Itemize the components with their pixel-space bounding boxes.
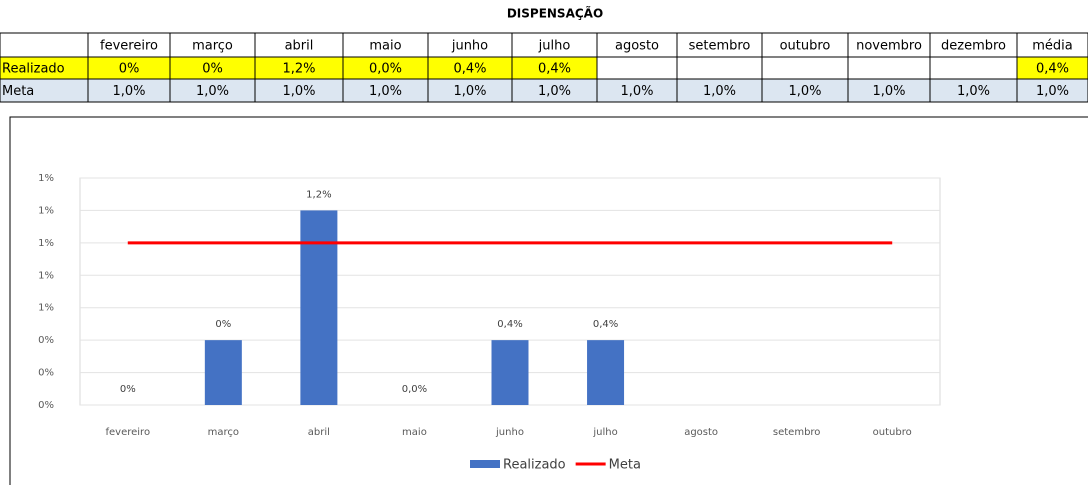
bar bbox=[491, 340, 529, 405]
x-tick-label: agosto bbox=[684, 427, 718, 438]
column-header: junho bbox=[451, 39, 488, 54]
data-label: 0,4% bbox=[593, 319, 618, 330]
bar bbox=[587, 340, 625, 405]
legend-label: Meta bbox=[609, 458, 641, 473]
data-label: 0% bbox=[120, 384, 136, 395]
column-header: julho bbox=[538, 39, 571, 54]
table-title: DISPENSAÇÃO bbox=[507, 6, 603, 21]
x-tick-label: junho bbox=[495, 427, 524, 438]
cell-value: 0% bbox=[119, 62, 140, 77]
column-header: maio bbox=[369, 39, 401, 54]
bar bbox=[300, 210, 338, 405]
x-tick-label: março bbox=[208, 427, 239, 438]
cell-value: 1,0% bbox=[196, 84, 229, 99]
cell bbox=[596, 56, 678, 80]
cell-value: 1,0% bbox=[872, 84, 905, 99]
x-tick-label: setembro bbox=[773, 427, 821, 438]
y-tick-label: 0% bbox=[38, 400, 54, 411]
data-label: 0% bbox=[215, 319, 231, 330]
header-cell bbox=[0, 32, 89, 58]
legend-label: Realizado bbox=[503, 458, 566, 473]
x-tick-label: fevereiro bbox=[105, 427, 150, 438]
cell bbox=[847, 56, 931, 80]
header-cell bbox=[676, 32, 763, 58]
row-label: Meta bbox=[2, 84, 34, 99]
column-header: fevereiro bbox=[100, 39, 158, 54]
cell-value: 0,0% bbox=[369, 62, 402, 77]
x-tick-label: abril bbox=[308, 427, 330, 438]
column-header: média bbox=[1032, 39, 1073, 54]
column-header: abril bbox=[285, 39, 314, 54]
cell-value: 1,0% bbox=[282, 84, 315, 99]
y-tick-label: 0% bbox=[38, 335, 54, 346]
data-label: 0,4% bbox=[497, 319, 522, 330]
cell bbox=[676, 56, 763, 80]
column-header: setembro bbox=[689, 39, 751, 54]
y-tick-label: 1% bbox=[38, 238, 54, 249]
cell-value: 1,0% bbox=[112, 84, 145, 99]
y-tick-label: 1% bbox=[38, 173, 54, 184]
cell-value: 1,2% bbox=[282, 62, 315, 77]
header-cell bbox=[847, 32, 931, 58]
cell-value: 1,0% bbox=[1036, 84, 1069, 99]
column-header: novembro bbox=[856, 39, 922, 54]
column-header: agosto bbox=[615, 39, 659, 54]
column-header: outubro bbox=[780, 39, 831, 54]
bar bbox=[204, 340, 242, 405]
cell-value: 1,0% bbox=[620, 84, 653, 99]
cell bbox=[761, 56, 849, 80]
x-tick-label: julho bbox=[592, 427, 617, 438]
header-cell bbox=[87, 32, 171, 58]
cell-value: 1,0% bbox=[957, 84, 990, 99]
legend-swatch bbox=[470, 460, 500, 468]
column-header: março bbox=[192, 39, 233, 54]
column-header: dezembro bbox=[941, 39, 1006, 54]
cell-value: 1,0% bbox=[538, 84, 571, 99]
cell-value: 0,4% bbox=[538, 62, 571, 77]
header-cell bbox=[511, 32, 598, 58]
header-cell bbox=[1016, 32, 1088, 58]
y-tick-label: 0% bbox=[38, 368, 54, 379]
cell-value: 0% bbox=[202, 62, 223, 77]
data-label: 0,0% bbox=[402, 384, 427, 395]
chart-frame bbox=[9, 116, 1088, 488]
y-tick-label: 1% bbox=[38, 270, 54, 281]
cell bbox=[1016, 78, 1088, 103]
x-tick-label: maio bbox=[402, 427, 427, 438]
cell-value: 1,0% bbox=[703, 84, 736, 99]
cell-value: 1,0% bbox=[369, 84, 402, 99]
header-cell bbox=[169, 32, 256, 58]
y-tick-label: 1% bbox=[38, 303, 54, 314]
y-tick-label: 1% bbox=[38, 205, 54, 216]
data-label: 1,2% bbox=[306, 189, 331, 200]
cell-value: 1,0% bbox=[453, 84, 486, 99]
x-tick-label: outubro bbox=[873, 427, 912, 438]
row-label: Realizado bbox=[2, 62, 65, 77]
cell-value: 1,0% bbox=[788, 84, 821, 99]
cell-value: 0,4% bbox=[453, 62, 486, 77]
cell-value: 0,4% bbox=[1036, 62, 1069, 77]
cell bbox=[929, 56, 1018, 80]
